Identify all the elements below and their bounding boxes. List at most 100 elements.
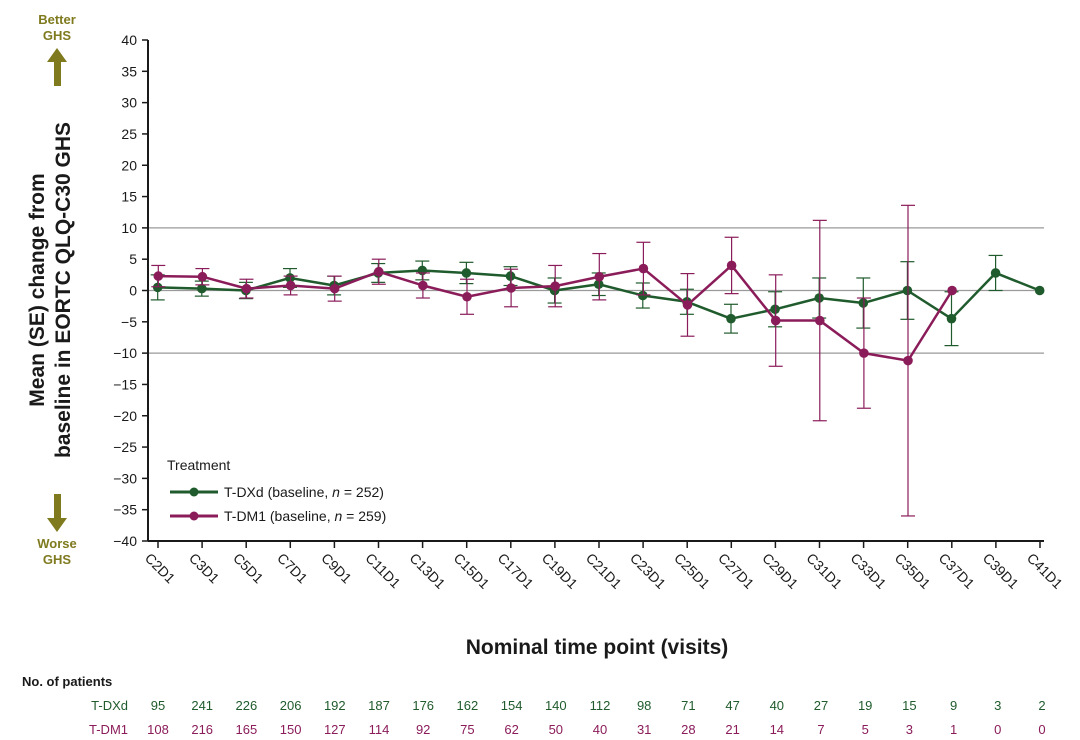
x-tick-label: C2D1: [142, 550, 179, 587]
data-point: [462, 291, 472, 302]
legend-item-tdm1: T-DM1 (baseline, n = 259): [170, 508, 386, 524]
data-point: [506, 283, 516, 293]
patient-count: 150: [280, 722, 302, 737]
patient-count: 40: [770, 698, 784, 713]
x-tick-label: C15D1: [451, 550, 493, 592]
patient-count: 165: [236, 722, 258, 737]
patient-count: 28: [681, 722, 695, 737]
patient-count: 0: [994, 722, 1001, 737]
data-point: [461, 268, 472, 278]
y-tick-label: 10: [121, 220, 137, 236]
patient-count: 14: [770, 722, 784, 737]
y-tick-label: −20: [113, 408, 137, 424]
y-axis-title-line-2: baseline in EORTC QLQ-C30 GHS: [52, 122, 75, 458]
x-axis-title: Nominal time point (visits): [466, 636, 729, 659]
legend-title: Treatment: [167, 457, 230, 473]
series-tdxd: [150, 254, 1045, 347]
x-tick-label: C31D1: [803, 550, 845, 592]
patient-count: 154: [501, 698, 523, 713]
y-axis-title-line-1: Mean (SE) change from: [26, 173, 49, 406]
patient-count: 176: [412, 698, 434, 713]
x-tick-label: C29D1: [759, 550, 801, 592]
better-label-line-1: Better: [38, 12, 76, 27]
y-tick-label: 30: [121, 95, 137, 111]
y-tick-label: −10: [113, 345, 137, 361]
legend-label-tdm1-prefix: T-DM1 (baseline,: [224, 508, 334, 524]
legend: Treatment T-DXd (baseline, n = 252) T-DM…: [167, 457, 386, 524]
legend-label-tdxd: T-DXd (baseline, n = 252): [224, 484, 384, 500]
data-point: [374, 266, 384, 277]
patient-count: 95: [151, 698, 165, 713]
data-point: [859, 348, 869, 358]
x-tick-label: C21D1: [583, 550, 625, 592]
arrow-down-icon: [47, 494, 67, 532]
legend-label-tdxd-suffix: = 252): [340, 484, 384, 500]
patient-count: 241: [191, 698, 213, 713]
x-tick-label: C25D1: [671, 550, 713, 592]
y-tick-label: 35: [121, 63, 137, 79]
x-tick-label: C23D1: [627, 550, 669, 592]
worse-label-line-2: GHS: [43, 552, 72, 567]
patient-count: 2: [1038, 698, 1045, 713]
y-tick-label: 40: [121, 32, 137, 48]
patient-count: 140: [545, 698, 567, 713]
y-axis: 40 35 30 25 20 15 10 5 0 −5 −10 −15 −20 −25 −30 −35 −40: [113, 32, 149, 549]
data-point: [990, 268, 1001, 278]
patient-count: 162: [457, 698, 479, 713]
patient-count: 206: [280, 698, 302, 713]
data-point: [815, 315, 825, 326]
data-point: [770, 315, 781, 326]
x-tick-label: C37D1: [936, 550, 978, 592]
data-point: [682, 300, 693, 310]
data-point: [594, 271, 605, 282]
patient-count: 31: [637, 722, 651, 737]
data-point: [329, 283, 340, 294]
data-point: [550, 281, 560, 291]
data-point: [197, 283, 207, 294]
x-tick-label: C9D1: [318, 550, 355, 587]
y-tick-label: 25: [121, 126, 137, 142]
x-tick-label: C3D1: [186, 550, 223, 587]
x-axis: C2D1 C3D1 C5D1 C7D1 C9D1 C11D1 C13D1 C15D1 C17D1…: [142, 540, 1066, 592]
patient-count: 15: [902, 698, 916, 713]
patient-count: 0: [1038, 722, 1045, 737]
legend-label-tdm1-suffix: = 259): [342, 508, 386, 524]
y-tick-label: −15: [113, 376, 137, 392]
patients-table: No. of patients T-DXd T-DM1 95 241 226 206 1…: [22, 674, 1046, 737]
worse-label-line-1: Worse: [37, 536, 77, 551]
legend-marker-tdxd: [189, 487, 199, 497]
y-tick-label: −30: [113, 470, 137, 486]
y-tick-label: 5: [129, 251, 137, 267]
better-label-line-2: GHS: [43, 28, 72, 43]
x-tick-label: C13D1: [406, 550, 448, 592]
y-tick-label: 15: [121, 189, 137, 205]
legend-label-tdxd-prefix: T-DXd (baseline,: [224, 484, 332, 500]
x-tick-label: C27D1: [715, 550, 757, 592]
patient-count: 127: [324, 722, 346, 737]
x-tick-label: C35D1: [892, 550, 934, 592]
reference-lines: [148, 227, 1044, 354]
y-tick-label: −40: [113, 533, 137, 549]
data-point: [638, 263, 649, 274]
data-point: [418, 280, 428, 291]
patients-row-label-tdxd: T-DXd: [91, 698, 128, 713]
data-point: [152, 282, 163, 293]
patient-count: 5: [862, 722, 869, 737]
worse-ghs-indicator: Worse GHS: [37, 494, 77, 567]
data-point: [1034, 285, 1045, 296]
data-point: [858, 298, 869, 308]
data-point: [726, 313, 736, 324]
patient-count: 108: [147, 722, 169, 737]
patient-count: 71: [681, 698, 695, 713]
data-point: [903, 355, 913, 366]
patient-count: 114: [369, 722, 390, 737]
legend-item-tdxd: T-DXd (baseline, n = 252): [170, 484, 384, 500]
patients-row-label-tdm1: T-DM1: [89, 722, 128, 737]
y-tick-label: −5: [121, 314, 137, 330]
patients-counts: 95 241 226 206 192 187 176 162 154 140 112 98 71 47 40…: [147, 698, 1045, 737]
legend-label-tdxd-n: n: [332, 484, 340, 500]
patient-count: 216: [191, 722, 213, 737]
data-point: [946, 313, 957, 324]
patient-count: 47: [725, 698, 739, 713]
